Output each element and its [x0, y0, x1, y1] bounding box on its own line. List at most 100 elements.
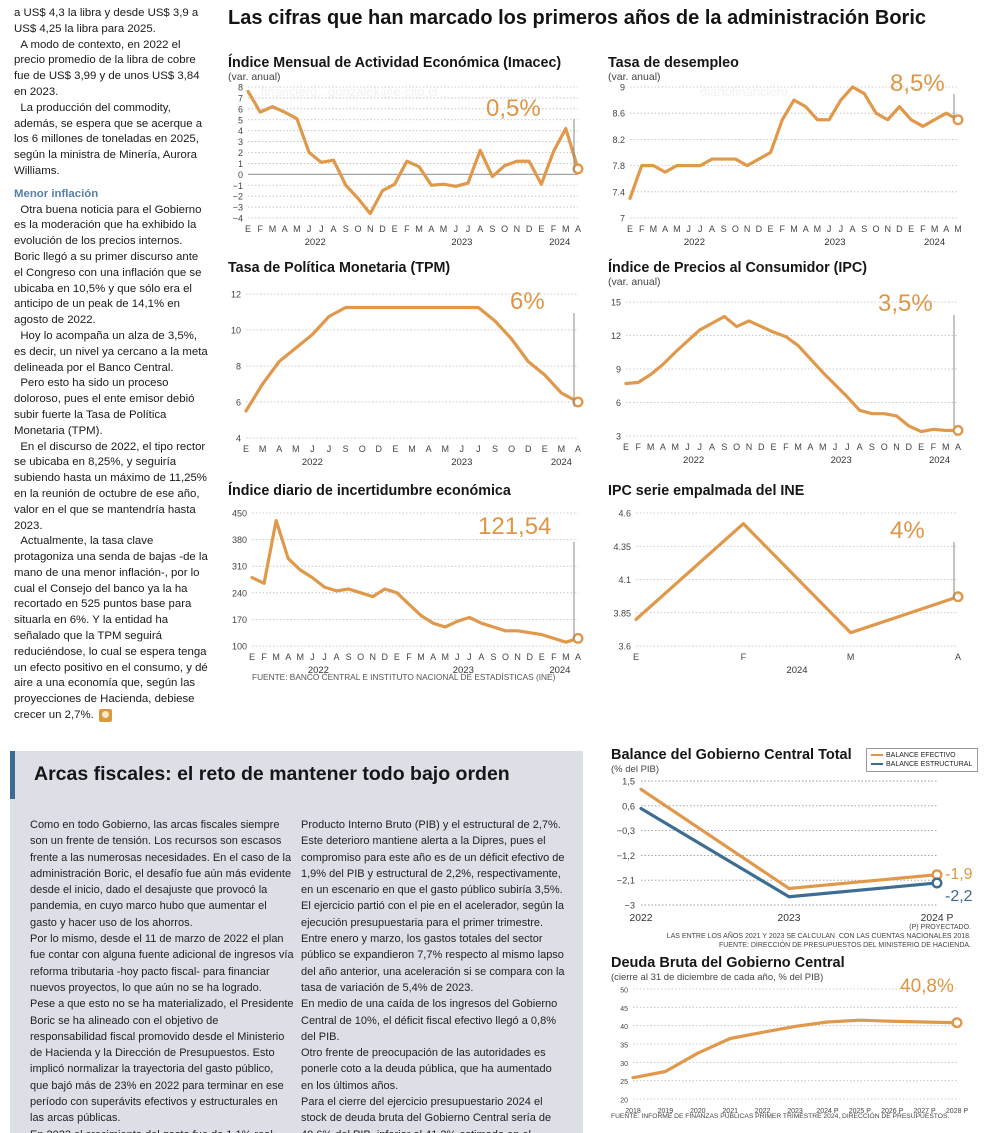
svg-text:D: D — [382, 652, 389, 662]
svg-text:9: 9 — [616, 365, 621, 375]
svg-text:2018: 2018 — [625, 1108, 641, 1115]
svg-text:O: O — [732, 224, 739, 234]
svg-text:J: J — [454, 224, 459, 234]
svg-text:25: 25 — [620, 1079, 628, 1086]
svg-text:A: A — [955, 442, 961, 452]
svg-text:O: O — [502, 652, 509, 662]
svg-text:35: 35 — [620, 1042, 628, 1049]
svg-text:M: M — [558, 444, 566, 454]
svg-text:6: 6 — [616, 398, 621, 408]
svg-text:J: J — [319, 224, 324, 234]
svg-text:9: 9 — [620, 83, 625, 93]
svg-text:15: 15 — [611, 298, 621, 308]
svg-text:A: A — [285, 652, 291, 662]
svg-text:E: E — [249, 652, 255, 662]
svg-text:2022: 2022 — [305, 237, 326, 248]
svg-text:−3: −3 — [233, 203, 243, 213]
svg-text:2023: 2023 — [787, 1108, 803, 1115]
svg-text:F: F — [551, 224, 557, 234]
svg-text:M: M — [417, 652, 425, 662]
svg-text:2022: 2022 — [684, 237, 705, 248]
svg-text:E: E — [539, 652, 545, 662]
svg-text:D: D — [525, 444, 532, 454]
svg-text:F: F — [931, 442, 937, 452]
svg-text:F: F — [257, 224, 263, 234]
svg-text:E: E — [771, 442, 777, 452]
svg-text:S: S — [490, 652, 496, 662]
svg-text:F: F — [406, 652, 412, 662]
svg-text:310: 310 — [232, 562, 247, 572]
svg-text:7: 7 — [620, 214, 625, 224]
svg-text:J: J — [698, 442, 703, 452]
svg-text:S: S — [721, 442, 727, 452]
svg-text:F: F — [920, 224, 926, 234]
svg-text:12: 12 — [231, 290, 241, 300]
svg-text:M: M — [794, 442, 802, 452]
svg-text:4.1: 4.1 — [618, 575, 631, 585]
svg-text:A: A — [850, 224, 856, 234]
svg-text:−4: −4 — [233, 214, 243, 224]
svg-text:8: 8 — [238, 83, 243, 93]
svg-text:O: O — [357, 652, 364, 662]
svg-text:4: 4 — [236, 434, 241, 444]
svg-text:M: M — [942, 442, 950, 452]
svg-text:D: D — [379, 224, 386, 234]
svg-text:J: J — [310, 652, 315, 662]
svg-text:J: J — [698, 224, 703, 234]
svg-text:A: A — [709, 224, 715, 234]
svg-text:F: F — [636, 442, 642, 452]
svg-text:1,5: 1,5 — [622, 777, 635, 787]
svg-text:2022: 2022 — [302, 457, 323, 468]
svg-text:M: M — [269, 224, 277, 234]
svg-text:M: M — [440, 224, 448, 234]
svg-text:M: M — [259, 444, 267, 454]
svg-text:E: E — [768, 224, 774, 234]
svg-text:M: M — [673, 224, 681, 234]
svg-text:D: D — [906, 442, 913, 452]
svg-text:J: J — [460, 444, 465, 454]
svg-text:J: J — [455, 652, 460, 662]
svg-text:A: A — [331, 224, 337, 234]
svg-text:0,6: 0,6 — [622, 801, 635, 811]
svg-text:M: M — [272, 652, 280, 662]
svg-text:2019: 2019 — [658, 1108, 674, 1115]
svg-text:−2: −2 — [233, 192, 243, 202]
svg-text:J: J — [307, 224, 312, 234]
svg-text:M: M — [819, 442, 827, 452]
svg-text:40: 40 — [620, 1024, 628, 1031]
svg-text:−1,2: −1,2 — [617, 851, 635, 861]
svg-text:2024: 2024 — [929, 455, 950, 466]
svg-text:E: E — [392, 224, 398, 234]
svg-text:2024: 2024 — [924, 237, 945, 248]
svg-text:M: M — [293, 224, 301, 234]
svg-text:S: S — [861, 224, 867, 234]
svg-text:O: O — [881, 442, 888, 452]
svg-text:450: 450 — [232, 509, 247, 519]
svg-text:S: S — [346, 652, 352, 662]
svg-text:O: O — [508, 444, 515, 454]
svg-text:2025 P: 2025 P — [849, 1108, 872, 1115]
svg-text:M: M — [408, 444, 416, 454]
svg-text:A: A — [282, 224, 288, 234]
svg-text:O: O — [359, 444, 366, 454]
svg-text:10: 10 — [231, 326, 241, 336]
svg-text:A: A — [575, 652, 581, 662]
svg-text:2024: 2024 — [549, 237, 570, 248]
svg-text:M: M — [441, 652, 449, 662]
svg-text:F: F — [780, 224, 786, 234]
svg-text:D: D — [526, 652, 533, 662]
svg-text:J: J — [685, 442, 690, 452]
svg-text:50: 50 — [620, 987, 628, 994]
svg-text:3.85: 3.85 — [613, 609, 631, 619]
svg-text:−3: −3 — [624, 900, 635, 910]
svg-text:J: J — [467, 652, 472, 662]
svg-text:M: M — [931, 224, 939, 234]
svg-text:A: A — [276, 444, 282, 454]
svg-text:S: S — [343, 444, 349, 454]
svg-text:A: A — [807, 442, 813, 452]
svg-text:2028 P: 2028 P — [946, 1108, 969, 1115]
svg-text:M: M — [562, 224, 570, 234]
svg-text:M: M — [790, 224, 798, 234]
svg-text:F: F — [639, 224, 645, 234]
svg-text:D: D — [376, 444, 383, 454]
